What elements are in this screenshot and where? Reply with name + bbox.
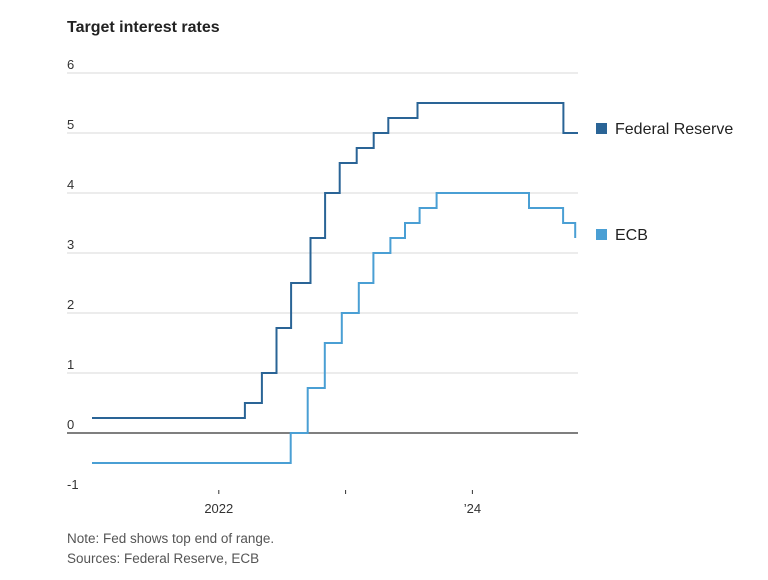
y-tick-label: -1 bbox=[67, 477, 79, 492]
y-tick-label: 3 bbox=[67, 237, 74, 252]
series-layer bbox=[92, 102, 578, 464]
y-tick-label: 4 bbox=[67, 177, 74, 192]
chart-sources: Sources: Federal Reserve, ECB bbox=[67, 551, 260, 566]
legend-swatch bbox=[596, 123, 607, 134]
legend-label: ECB bbox=[615, 227, 648, 244]
chart-note: Note: Fed shows top end of range. bbox=[67, 531, 275, 546]
y-tick-label: 1 bbox=[67, 357, 74, 372]
grid-layer: 6 5 4 3 2 1 0 -1 2022 ’24 bbox=[67, 57, 578, 516]
y-tick-label: 5 bbox=[67, 117, 74, 132]
page-title: Target interest rates bbox=[67, 19, 220, 36]
y-tick-label: 2 bbox=[67, 297, 74, 312]
x-tick-label: ’24 bbox=[464, 501, 481, 516]
y-tick-label: 0 bbox=[67, 417, 74, 432]
series-line-federal-reserve bbox=[92, 102, 578, 419]
x-tick-label: 2022 bbox=[204, 501, 233, 516]
legend-layer: Federal Reserve ECB bbox=[596, 121, 733, 244]
y-tick-label: 6 bbox=[67, 57, 74, 72]
series-line-ecb bbox=[92, 192, 577, 464]
legend-label: Federal Reserve bbox=[615, 121, 733, 138]
legend-swatch bbox=[596, 229, 607, 240]
